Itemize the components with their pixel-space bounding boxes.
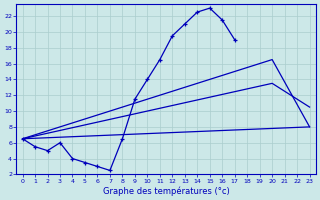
X-axis label: Graphe des températures (°c): Graphe des températures (°c) bbox=[103, 186, 229, 196]
